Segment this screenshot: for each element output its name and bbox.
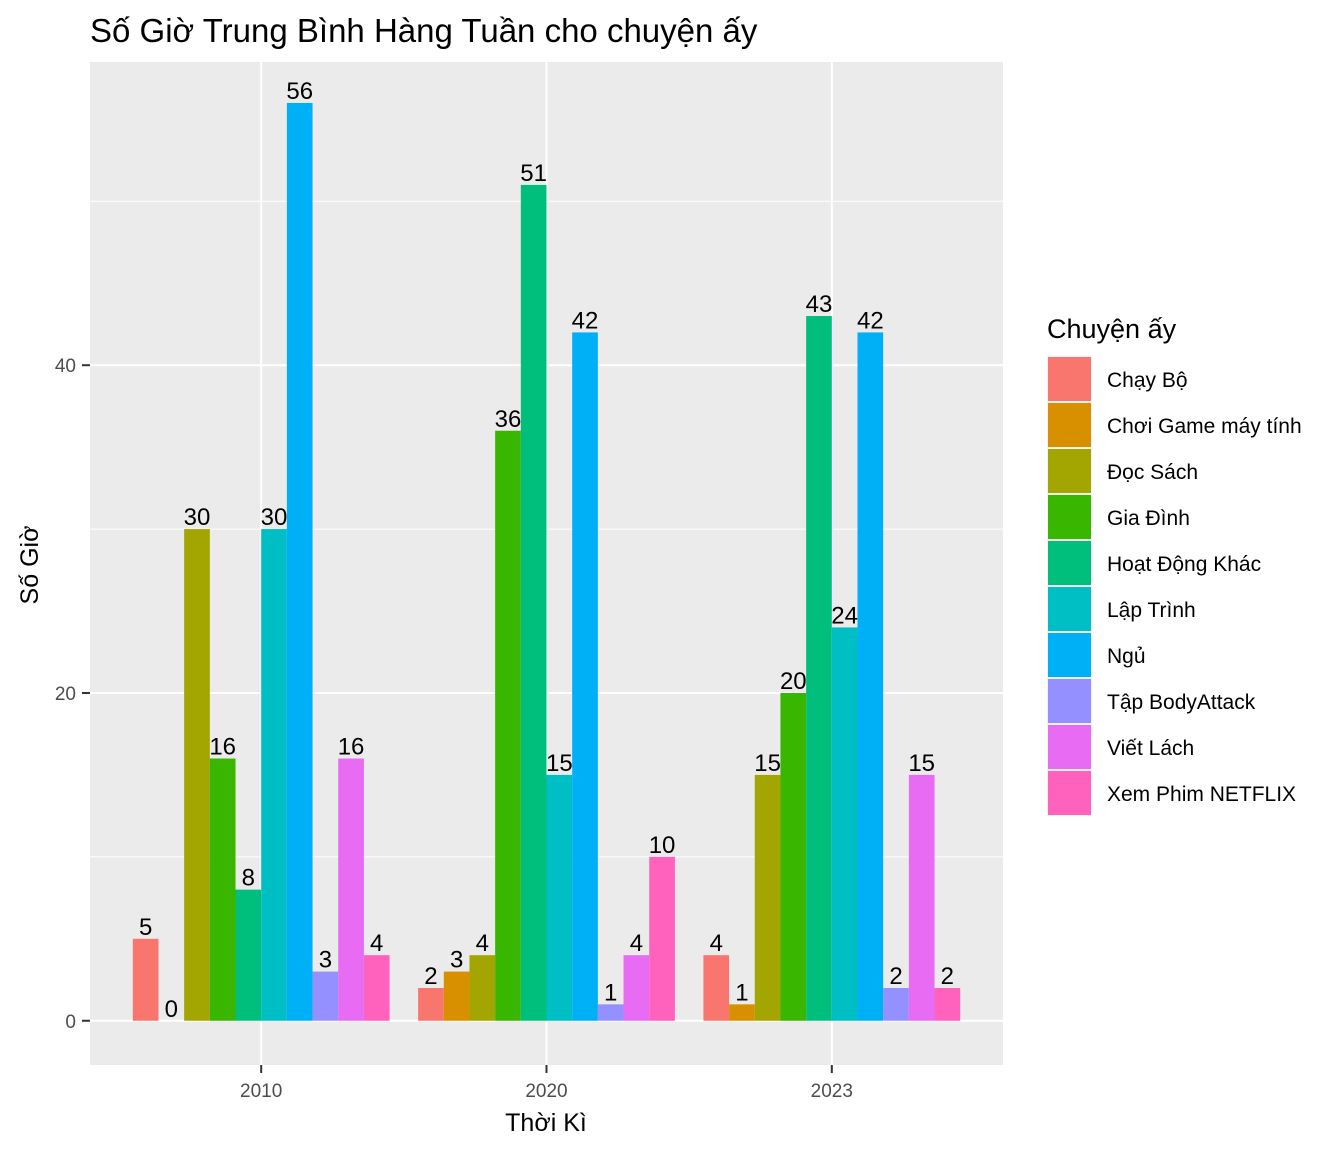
bar <box>572 332 598 1021</box>
bar <box>235 889 262 1021</box>
bar-value-label: 3 <box>319 947 332 974</box>
bar-value-label: 42 <box>857 307 884 334</box>
legend-swatch <box>1048 587 1091 631</box>
bar-value-label: 15 <box>908 750 935 777</box>
bar <box>495 430 521 1021</box>
bar-value-label: 15 <box>754 750 781 777</box>
y-axis-ticks: 0 20 40 <box>55 356 90 1033</box>
x-axis-ticks: 2010 2020 2023 <box>240 1065 853 1102</box>
legend-label: Lập Trình <box>1107 599 1196 622</box>
bar-value-label: 30 <box>261 504 288 531</box>
bar <box>754 774 781 1021</box>
legend-label: Đọc Sách <box>1107 461 1198 484</box>
bar <box>703 955 730 1021</box>
bar-labels: 5030168305631642343651154214104115204324… <box>139 78 954 1023</box>
bar-value-label: 1 <box>604 979 617 1006</box>
bar-value-label: 5 <box>139 914 152 941</box>
bar-value-label: 30 <box>184 504 211 531</box>
bar <box>132 938 159 1021</box>
bars <box>132 102 961 1021</box>
legend-title: Chuyện ấy <box>1047 314 1177 344</box>
bar-value-label: 2 <box>889 963 902 990</box>
bar-value-label: 0 <box>165 996 178 1023</box>
bar <box>908 774 935 1021</box>
legend-label: Viết Lách <box>1107 737 1194 760</box>
bar <box>520 184 547 1021</box>
bar-value-label: 4 <box>476 930 489 957</box>
bar <box>729 1004 755 1021</box>
bar-value-label: 4 <box>370 930 383 957</box>
y-axis-title: Số Giờ <box>16 526 44 605</box>
x-axis-title: Thời Kì <box>505 1109 587 1137</box>
legend-swatch <box>1048 725 1091 769</box>
bar-value-label: 10 <box>649 832 676 859</box>
bar <box>649 856 675 1021</box>
legend-label: Xem Phim NETFLIX <box>1107 783 1296 806</box>
x-tick-label: 2020 <box>525 1081 567 1102</box>
bar-value-label: 24 <box>831 602 858 629</box>
legend-swatch <box>1048 771 1091 815</box>
bar-value-label: 3 <box>450 947 463 974</box>
y-tick-label: 40 <box>55 356 76 377</box>
legend-label: Tập BodyAttack <box>1107 691 1256 714</box>
bar-value-label: 4 <box>630 930 643 957</box>
bar-value-label: 16 <box>338 734 365 761</box>
bar-value-label: 56 <box>286 78 313 105</box>
legend-label: Gia Đình <box>1107 507 1190 530</box>
bar <box>418 987 444 1021</box>
bar-value-label: 51 <box>520 160 547 187</box>
legend-swatch <box>1048 679 1091 723</box>
bar <box>338 758 364 1021</box>
bar <box>184 529 210 1021</box>
legend-swatch <box>1048 403 1091 447</box>
bar <box>312 971 339 1021</box>
bar <box>443 971 470 1021</box>
bar <box>469 955 496 1021</box>
bar-value-label: 36 <box>495 406 522 433</box>
legend: Chạy Bộ Chơi Game máy tính Đọc Sách Gia Đìn… <box>1047 356 1302 816</box>
bar <box>286 102 313 1021</box>
bar-value-label: 43 <box>806 291 833 318</box>
legend-swatch <box>1048 541 1091 585</box>
bar <box>363 955 390 1021</box>
bar-value-label: 2 <box>424 963 437 990</box>
legend-swatch <box>1048 357 1091 401</box>
legend-swatch <box>1048 633 1091 677</box>
bar-value-label: 20 <box>780 668 807 695</box>
legend-swatch <box>1048 495 1091 539</box>
bar <box>857 332 884 1021</box>
legend-label: Hoạt Động Khác <box>1107 553 1261 576</box>
bar-value-label: 1 <box>735 979 748 1006</box>
legend-label: Chơi Game máy tính <box>1107 415 1302 438</box>
chart-title: Số Giờ Trung Bình Hàng Tuần cho chuyện ấ… <box>90 12 758 49</box>
bar-value-label: 2 <box>941 963 954 990</box>
bar <box>546 774 573 1021</box>
bar-value-label: 42 <box>572 307 599 334</box>
legend-label: Chạy Bộ <box>1107 369 1188 392</box>
bar-value-label: 8 <box>242 865 255 892</box>
bar-value-label: 15 <box>546 750 573 777</box>
bar <box>831 627 858 1021</box>
bar <box>261 529 287 1021</box>
bar <box>623 955 650 1021</box>
bar <box>780 692 807 1021</box>
bar <box>209 758 236 1021</box>
bar <box>883 987 909 1021</box>
bar-value-label: 16 <box>209 734 236 761</box>
x-tick-label: 2010 <box>240 1081 282 1102</box>
y-tick-label: 0 <box>65 1012 76 1033</box>
bar <box>806 316 832 1021</box>
legend-swatch <box>1048 449 1091 493</box>
bar <box>934 987 961 1021</box>
bar-value-label: 4 <box>710 930 723 957</box>
bar <box>597 1004 624 1021</box>
y-tick-label: 20 <box>55 684 76 705</box>
x-tick-label: 2023 <box>811 1081 853 1102</box>
legend-label: Ngủ <box>1107 645 1146 668</box>
